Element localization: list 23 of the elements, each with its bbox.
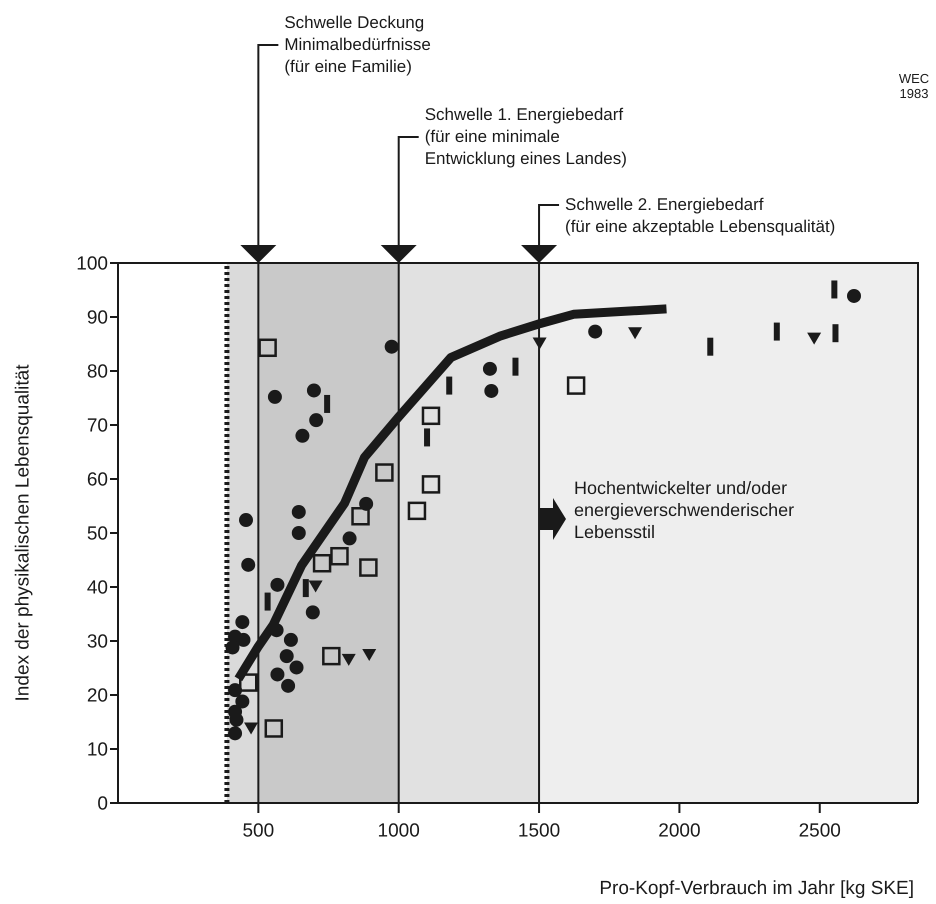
x-tick-label: 1500 (518, 820, 560, 842)
annotation: Hochentwickelter und/oder energieverschwenderischer Lebensstil (574, 478, 794, 542)
y-tick-label: 90 (86, 308, 108, 329)
y-tick-label: 80 (86, 362, 108, 383)
y-tick-label: 20 (86, 686, 108, 707)
y-tick-label: 40 (86, 578, 108, 599)
x-tick-label: 500 (242, 820, 274, 842)
y-tick-label: 50 (86, 524, 108, 545)
y-tick-label: 70 (86, 416, 108, 437)
y-tick-label: 30 (86, 632, 108, 653)
ref-line-label: Schwelle 2. Energiebedarf (für eine akzeptable Lebensqualität) (565, 195, 836, 236)
ref-line-label: Schwelle Deckung Minimalbedürfnisse (für eine Familie) (284, 13, 431, 76)
text: WEC 1983 (898, 71, 930, 101)
y-tick-label: 0 (97, 794, 108, 815)
y-tick-label: 100 (76, 254, 108, 275)
x-tick-label: 1000 (378, 820, 420, 842)
y-tick-label: 10 (86, 740, 108, 761)
x-axis-title: Pro-Kopf-Verbrauch im Jahr [kg SKE] (599, 878, 914, 899)
ref-line-label: Schwelle 1. Energiebedarf (für eine minimale Entwicklung eines Landes) (424, 105, 627, 168)
x-tick-label: 2500 (798, 820, 841, 842)
x-tick-label: 2000 (658, 820, 701, 842)
y-tick-label: 60 (86, 470, 108, 491)
y-axis-title: Index der physikalischen Lebensqualität (12, 364, 34, 702)
